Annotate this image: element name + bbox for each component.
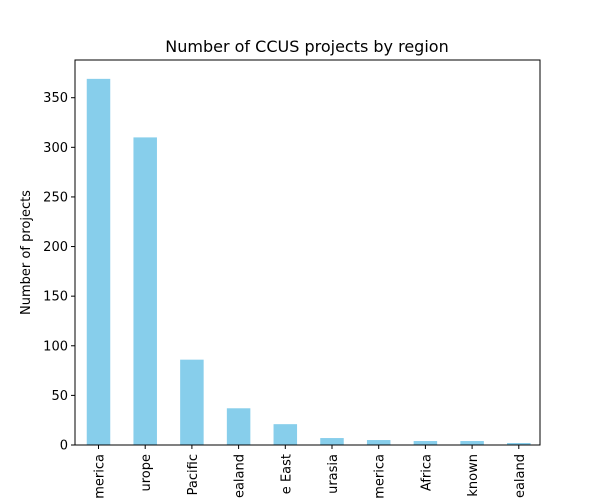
x-tick-label: known <box>466 454 481 497</box>
bar <box>273 424 298 445</box>
y-tick-label: 0 <box>60 439 68 454</box>
y-tick-label: 350 <box>43 91 68 106</box>
bar <box>86 78 111 446</box>
y-tick-label: 50 <box>51 389 68 404</box>
bars-group <box>86 78 531 446</box>
y-axis-title: Number of projects <box>19 190 34 315</box>
y-tick-label: 200 <box>43 240 68 255</box>
bar <box>180 359 204 445</box>
y-tick-label: 300 <box>43 141 68 156</box>
x-tick-label: Pacific <box>186 454 201 495</box>
x-tick-label: ealand <box>233 454 248 498</box>
bar <box>413 441 438 445</box>
bar <box>507 443 531 445</box>
y-tick-label: 150 <box>43 290 68 305</box>
plot-frame <box>74 59 541 446</box>
bar <box>133 137 157 445</box>
x-tick-label: urope <box>139 454 154 492</box>
x-axis: merica urope Pacific ealand e East urasia meri… <box>93 445 528 499</box>
x-tick-label: urasia <box>326 454 341 494</box>
bar <box>320 438 344 445</box>
x-tick-label: merica <box>373 454 388 499</box>
x-tick-label: ealand <box>513 454 528 498</box>
y-axis: 0 50 100 150 200 250 300 350 <box>43 91 75 454</box>
x-tick-label: e East <box>279 454 294 494</box>
y-tick-label: 250 <box>43 190 68 205</box>
chart-title: Number of CCUS projects by region <box>165 37 448 56</box>
bar <box>366 440 391 445</box>
bar <box>460 441 484 445</box>
x-tick-label: Africa <box>419 454 434 491</box>
bar <box>226 408 251 445</box>
y-tick-label: 100 <box>43 339 68 354</box>
x-tick-label: merica <box>93 454 108 499</box>
